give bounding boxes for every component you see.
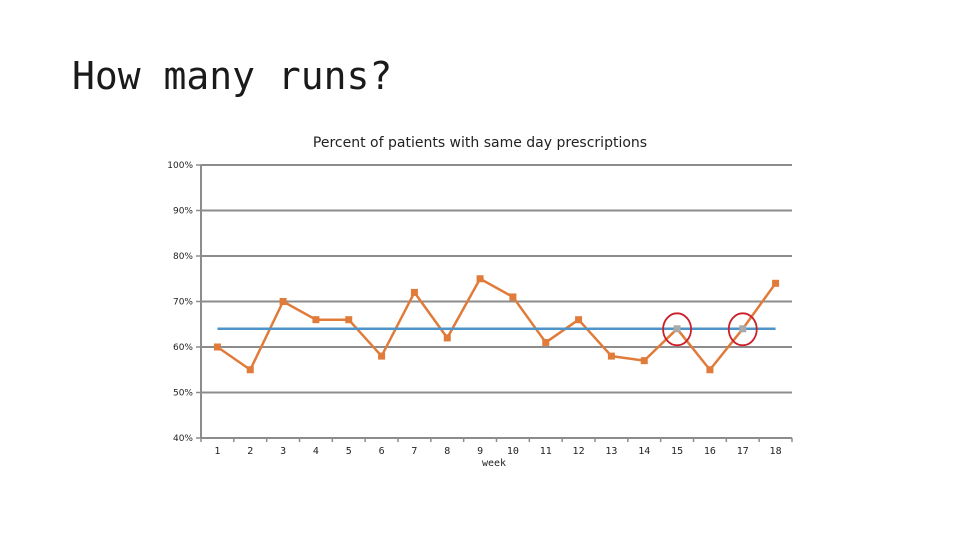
y-tick-label: 100% xyxy=(167,161,193,171)
data-point xyxy=(312,316,320,324)
data-point xyxy=(378,352,386,360)
highlight-circles xyxy=(662,312,758,347)
x-tick-label: 18 xyxy=(770,446,782,457)
data-point xyxy=(772,279,780,287)
x-tick-label: 2 xyxy=(247,446,253,457)
chart-title: Percent of patients with same day prescr… xyxy=(313,135,647,151)
x-tick-label: 11 xyxy=(540,446,552,457)
x-tick-label: 13 xyxy=(605,446,617,457)
data-point xyxy=(509,293,517,301)
data-point xyxy=(410,288,418,296)
data-point xyxy=(542,338,550,346)
x-tick-label: 4 xyxy=(313,446,319,457)
data-point xyxy=(279,298,287,305)
x-tick-label: 16 xyxy=(704,446,716,457)
data-point xyxy=(246,366,254,374)
slide-title: How many runs? xyxy=(72,54,393,98)
highlight-circle xyxy=(662,312,692,347)
data-point xyxy=(476,275,484,283)
data-point xyxy=(607,352,615,360)
y-tick-label: 60% xyxy=(173,343,193,353)
x-tick-label: 10 xyxy=(507,446,519,457)
x-tick-label: 8 xyxy=(444,446,450,457)
y-tick-label: 90% xyxy=(173,207,193,217)
x-tick-label: 14 xyxy=(638,446,650,457)
data-point xyxy=(739,325,747,333)
x-tick-label: 7 xyxy=(411,446,417,457)
x-axis-ticks: 1 2 3 4 5 6 7 8 9 10 11 12 13 14 15 16 17 18 xyxy=(200,438,793,457)
data-point xyxy=(213,343,221,351)
data-point xyxy=(706,366,714,374)
chart-series xyxy=(213,275,780,374)
y-tick-label: 70% xyxy=(173,298,193,308)
data-point xyxy=(345,316,353,324)
chart-gridlines xyxy=(201,164,792,394)
x-tick-label: 5 xyxy=(346,446,352,457)
y-axis-ticks: 40% 50% 60% 70% 80% 90% 100% xyxy=(167,161,201,444)
x-tick-label: 9 xyxy=(477,446,483,457)
y-tick-label: 50% xyxy=(173,389,193,399)
data-point xyxy=(673,325,681,333)
x-tick-label: 6 xyxy=(379,446,385,457)
data-point xyxy=(640,357,648,365)
highlight-circle xyxy=(727,312,758,347)
data-point xyxy=(575,316,583,324)
x-axis-label: week xyxy=(482,458,506,469)
y-tick-label: 40% xyxy=(173,434,193,444)
x-tick-label: 1 xyxy=(214,446,220,457)
data-point xyxy=(443,334,451,342)
x-tick-label: 15 xyxy=(671,446,683,457)
x-tick-label: 12 xyxy=(573,446,585,457)
series-line xyxy=(216,277,777,371)
x-tick-label: 3 xyxy=(280,446,286,457)
x-tick-label: 17 xyxy=(737,446,749,457)
y-tick-label: 80% xyxy=(173,252,193,262)
